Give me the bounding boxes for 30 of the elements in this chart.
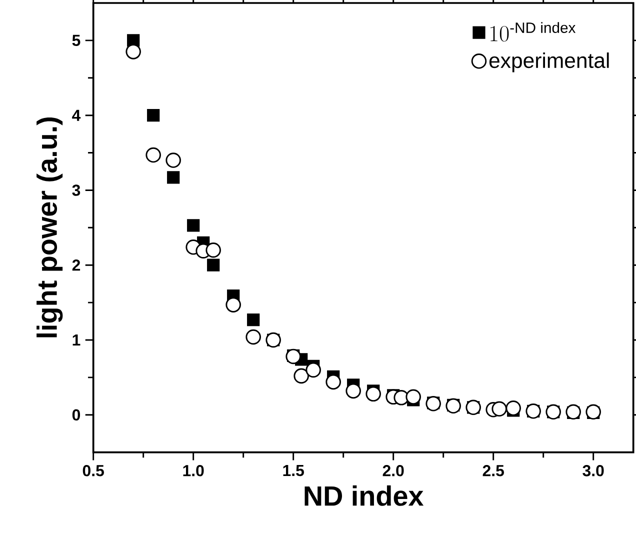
point (207, 258, 220, 272)
point (506, 400, 521, 416)
y-tick-label: 5 (72, 34, 80, 46)
y-axis-title: light power (a.u.) (36, 117, 63, 338)
point (247, 313, 260, 326)
point (206, 242, 221, 258)
y-tick-label: 2 (72, 260, 80, 271)
point (167, 171, 180, 184)
point (446, 398, 461, 414)
point (366, 386, 381, 402)
x-tick-label: 2.5 (482, 465, 504, 476)
point (306, 362, 321, 378)
y-tick-label: 4 (72, 110, 81, 121)
legend-label: experimental (489, 52, 609, 72)
y-tick-label: 3 (72, 184, 80, 196)
point (326, 374, 341, 390)
y-tick-label: 1 (72, 334, 80, 346)
point (406, 389, 421, 405)
point (492, 401, 507, 417)
y-tick-label: 0 (72, 409, 80, 421)
point (187, 219, 200, 232)
point (147, 109, 160, 122)
x-tick-label: 2.0 (382, 465, 404, 476)
x-axis-title: ND index (304, 485, 424, 506)
x-tick-label: 3.0 (582, 465, 604, 476)
legend-label: $10^{\text{-ND index}}$ (490, 22, 576, 42)
x-tick-label: 1.0 (183, 465, 204, 476)
point (346, 383, 361, 399)
x-tick-label: 0.5 (82, 465, 104, 476)
x-tick-label: 1.5 (283, 465, 304, 476)
